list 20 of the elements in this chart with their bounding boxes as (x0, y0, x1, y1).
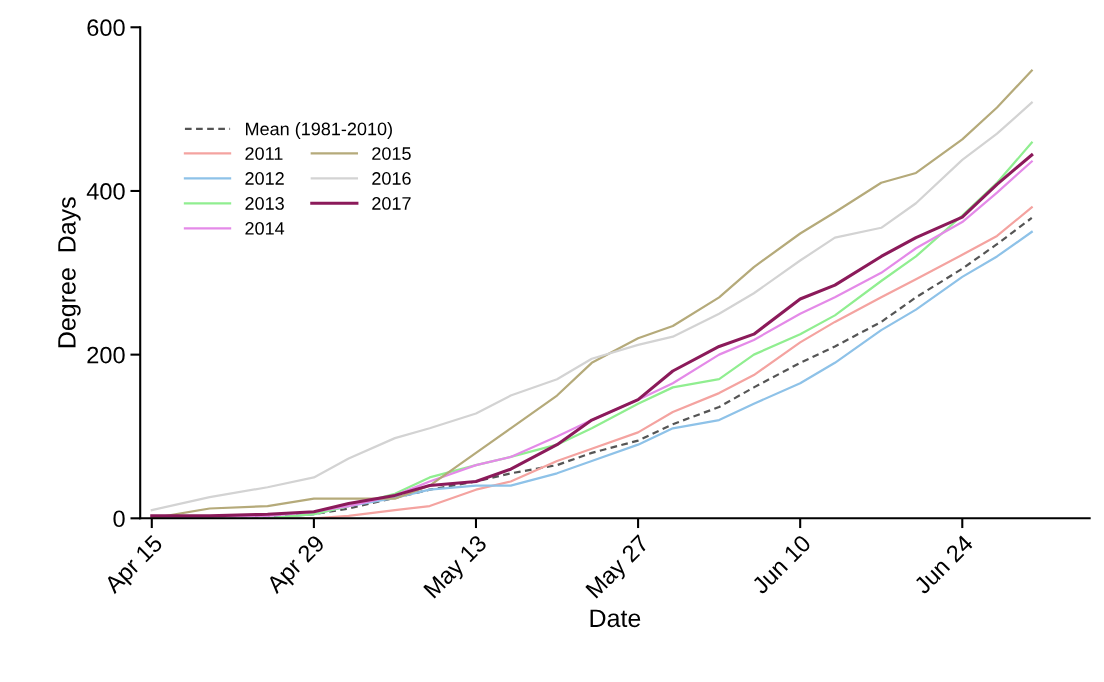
x-tick-label: Apr 15 (103, 534, 167, 598)
y-tick-label: 0 (113, 510, 125, 528)
x-axis-title: Date (590, 609, 641, 628)
legend-label: Mean (1981-2010) (246, 122, 392, 139)
legend-label: 2015 (372, 147, 411, 160)
legend-label: 2013 (245, 197, 284, 210)
y-tick-label: 600 (87, 19, 125, 37)
y-tick-label: 400 (86, 183, 125, 200)
y-axis-title: Degree Days (58, 197, 81, 348)
x-tick-label: May 27 (585, 534, 653, 602)
x-tick-label: May 13 (423, 534, 491, 602)
x-tick-label: Apr 29 (265, 534, 329, 598)
y-tick-label: 200 (87, 346, 125, 364)
legend-label: 2014 (245, 221, 285, 235)
legend-label: 2017 (372, 197, 411, 210)
x-tick-label: Jun 10 (750, 533, 812, 596)
x-tick-label: Jun 24 (912, 533, 975, 596)
legend-label: 2011 (245, 147, 283, 160)
legend-label: 2016 (372, 172, 411, 185)
legend-label: 2012 (245, 172, 284, 185)
